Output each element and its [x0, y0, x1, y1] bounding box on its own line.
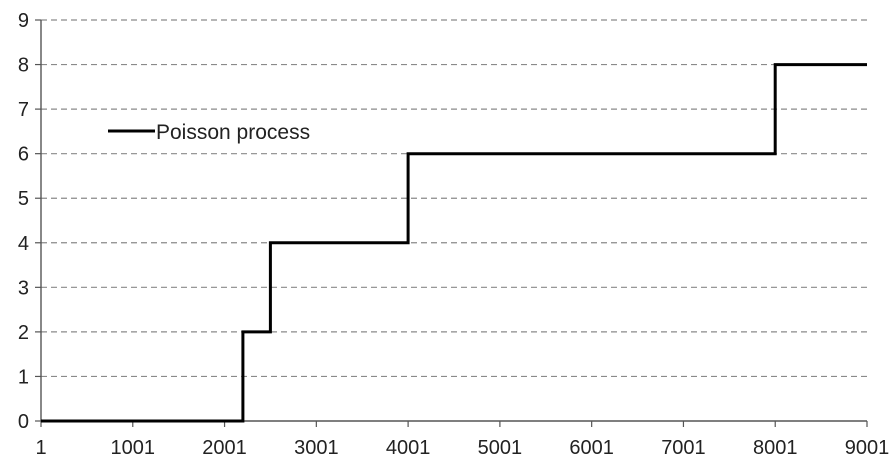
x-tick-label: 4001	[386, 437, 431, 459]
y-tick-label: 4	[18, 233, 29, 255]
y-tick-label: 8	[18, 55, 29, 77]
x-tick-label: 6001	[569, 437, 614, 459]
x-tick-label: 1	[35, 437, 46, 459]
y-tick-label: 9	[18, 10, 29, 32]
legend: Poisson process	[108, 121, 310, 144]
y-tick-label: 2	[18, 322, 29, 344]
y-tick-label: 5	[18, 188, 29, 210]
y-tick-labels: 0 1 2 3 4 5 6 7 8 9	[18, 10, 29, 433]
y-tick-label: 7	[18, 99, 29, 121]
y-tick-label: 6	[18, 144, 29, 166]
x-tick-label: 2001	[202, 437, 247, 459]
grid-lines	[41, 19, 867, 378]
y-tick-label: 1	[18, 366, 29, 388]
x-tick-label: 8001	[753, 437, 798, 459]
legend-label: Poisson process	[156, 121, 310, 144]
y-tick-label: 3	[18, 277, 29, 299]
y-tick-label: 0	[18, 411, 29, 433]
x-tick-label: 1001	[111, 437, 156, 459]
x-tick-label: 3001	[294, 437, 339, 459]
x-tick-label: 7001	[661, 437, 706, 459]
series-line-poisson-process	[41, 63, 867, 423]
x-tick-label: 5001	[478, 437, 523, 459]
x-tick-label: 9001	[845, 437, 890, 459]
axes	[35, 19, 868, 427]
x-tick-labels: 1 1001 2001 3001 4001 5001 6001 7001 8001 9001	[35, 437, 889, 459]
series-group	[41, 63, 867, 423]
